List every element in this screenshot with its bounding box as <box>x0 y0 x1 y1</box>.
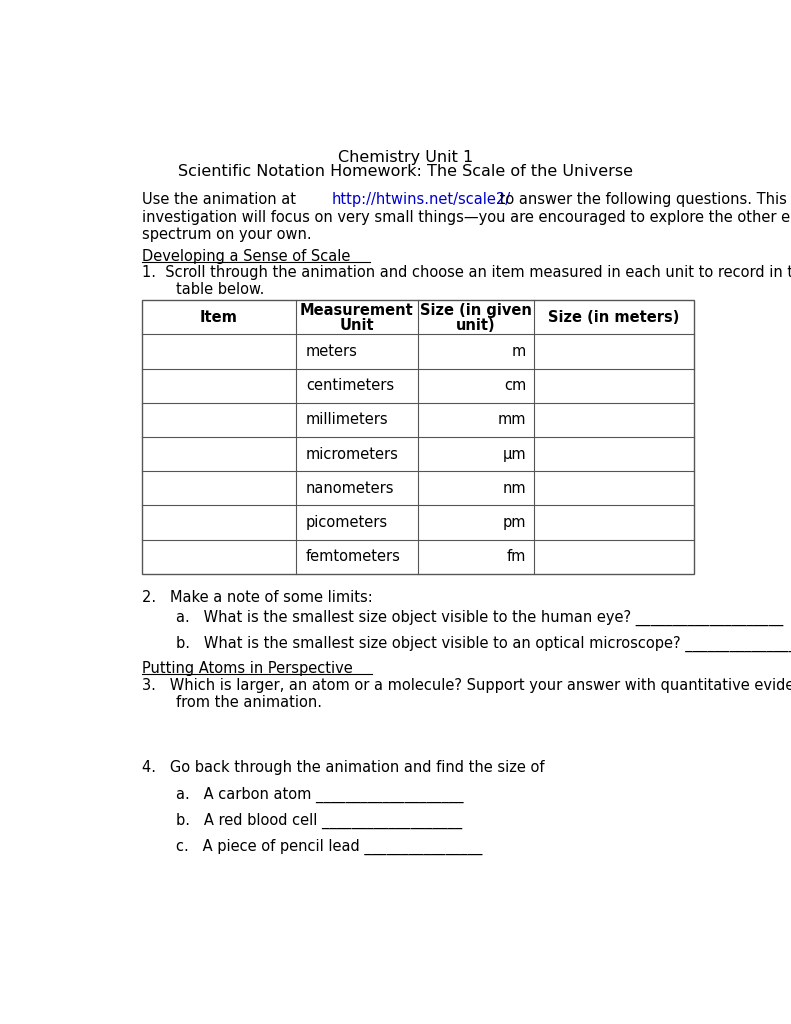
Text: to answer the following questions. This: to answer the following questions. This <box>494 193 786 207</box>
Text: mm: mm <box>498 413 526 427</box>
Text: picometers: picometers <box>306 515 388 530</box>
Text: meters: meters <box>306 344 358 359</box>
Text: unit): unit) <box>456 317 495 333</box>
Text: 1.  Scroll through the animation and choose an item measured in each unit to rec: 1. Scroll through the animation and choo… <box>142 265 791 280</box>
Text: b.   What is the smallest size object visible to an optical microscope? ________: b. What is the smallest size object visi… <box>176 635 791 651</box>
Text: 3.   Which is larger, an atom or a molecule? Support your answer with quantitati: 3. Which is larger, an atom or a molecul… <box>142 678 791 693</box>
Text: a.   What is the smallest size object visible to the human eye? ________________: a. What is the smallest size object visi… <box>176 610 783 627</box>
Text: a.   A carbon atom ____________________: a. A carbon atom ____________________ <box>176 786 464 803</box>
Text: Putting Atoms in Perspective: Putting Atoms in Perspective <box>142 660 353 676</box>
Text: http://htwins.net/scale2/: http://htwins.net/scale2/ <box>331 193 511 207</box>
Text: Item: Item <box>200 310 238 325</box>
Text: nm: nm <box>502 481 526 496</box>
Text: nanometers: nanometers <box>306 481 395 496</box>
Text: pm: pm <box>502 515 526 530</box>
Text: investigation will focus on very small things—you are encouraged to explore the : investigation will focus on very small t… <box>142 210 791 224</box>
Text: fm: fm <box>507 549 526 564</box>
Text: μm: μm <box>502 446 526 462</box>
Text: table below.: table below. <box>176 283 264 297</box>
Text: c.   A piece of pencil lead ________________: c. A piece of pencil lead ______________… <box>176 839 483 855</box>
Text: Measurement: Measurement <box>300 303 414 317</box>
Text: from the animation.: from the animation. <box>176 695 322 711</box>
Text: spectrum on your own.: spectrum on your own. <box>142 227 312 242</box>
Text: 4.   Go back through the animation and find the size of: 4. Go back through the animation and fin… <box>142 760 544 775</box>
Text: 2.   Make a note of some limits:: 2. Make a note of some limits: <box>142 590 373 604</box>
Text: Size (in meters): Size (in meters) <box>548 310 679 325</box>
Text: centimeters: centimeters <box>306 378 394 393</box>
Text: micrometers: micrometers <box>306 446 399 462</box>
Text: cm: cm <box>504 378 526 393</box>
Text: Chemistry Unit 1: Chemistry Unit 1 <box>338 151 473 166</box>
Text: b.   A red blood cell ___________________: b. A red blood cell ___________________ <box>176 813 462 829</box>
Text: femtometers: femtometers <box>306 549 401 564</box>
Text: Unit: Unit <box>339 317 374 333</box>
Text: m: m <box>512 344 526 359</box>
Bar <box>142 300 694 573</box>
Text: Size (in given: Size (in given <box>420 303 532 317</box>
Text: millimeters: millimeters <box>306 413 388 427</box>
Text: Use the animation at: Use the animation at <box>142 193 301 207</box>
Text: Scientific Notation Homework: The Scale of the Universe: Scientific Notation Homework: The Scale … <box>178 164 633 179</box>
Text: Developing a Sense of Scale: Developing a Sense of Scale <box>142 249 350 264</box>
